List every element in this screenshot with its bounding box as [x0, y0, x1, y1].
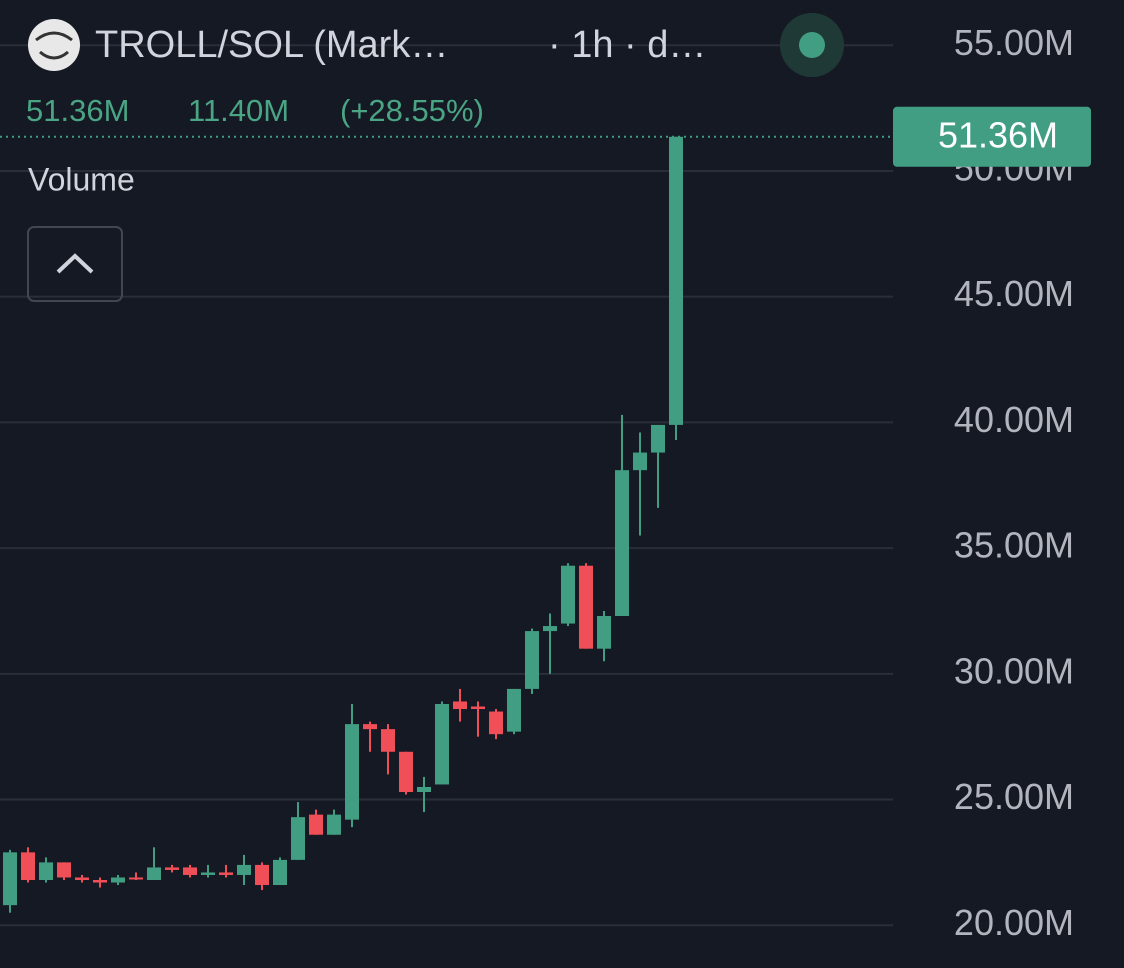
candle-body [633, 452, 647, 471]
candle-body [525, 631, 539, 689]
candle-body [381, 729, 395, 752]
candle-body [453, 701, 467, 710]
price-axis: 20.00M25.00M30.00M35.00M40.00M45.00M50.0… [0, 22, 1091, 943]
candle-body [507, 688, 521, 732]
chevron-icon [56, 253, 94, 274]
candle-body [255, 864, 269, 886]
candle-body [435, 704, 449, 785]
indicator-label: Volume [28, 161, 135, 197]
candle-body [165, 867, 179, 870]
candle-body [327, 814, 341, 835]
candle-body [183, 867, 197, 875]
candle-body [615, 470, 629, 616]
candle-body [561, 565, 575, 624]
candle-body [57, 862, 71, 878]
status-dot [799, 32, 825, 58]
header: TROLL/SOL (Mark… · 1h · d… 51.36M 11.40M… [26, 13, 844, 302]
collapse-button[interactable] [27, 226, 123, 302]
candles [3, 136, 683, 913]
candle-body [399, 751, 413, 792]
symbol-icon [28, 19, 80, 71]
candle-body [39, 862, 53, 880]
y-tick-label: 25.00M [954, 776, 1074, 817]
candle-body [489, 711, 503, 735]
candle-body [363, 724, 377, 730]
candle-body [579, 565, 593, 649]
candle-body [471, 706, 485, 710]
candle-body [111, 877, 125, 883]
last-value: 51.36M [26, 93, 129, 128]
symbol-title[interactable]: TROLL/SOL (Mark… [95, 24, 448, 66]
y-tick-label: 45.00M [954, 273, 1074, 314]
candle-body [129, 877, 143, 880]
y-tick-label: 40.00M [954, 399, 1074, 440]
candle-body [21, 852, 35, 880]
candle-body [417, 786, 431, 792]
candle-body [219, 872, 233, 875]
y-tick-label: 20.00M [954, 902, 1074, 943]
y-tick-label: 35.00M [954, 525, 1074, 566]
candle-body [597, 616, 611, 649]
last-price-label: 51.36M [938, 114, 1058, 155]
candle-body [201, 872, 215, 875]
change: 11.40M [188, 93, 289, 128]
candle-body [273, 859, 287, 886]
candle-body [543, 626, 557, 632]
candle-body [651, 424, 665, 453]
candle-body [3, 852, 17, 906]
grid [0, 44, 893, 927]
candle-body [309, 814, 323, 835]
candle-body [669, 136, 683, 425]
candle-body [237, 864, 251, 875]
change-percent: (+28.55%) [340, 93, 484, 128]
y-tick-label: 30.00M [954, 650, 1074, 691]
candle-body [345, 724, 359, 820]
last-price-box [893, 106, 1091, 167]
candle-body [147, 867, 161, 880]
candle-body [291, 817, 305, 860]
symbol-icon-face [35, 31, 73, 60]
candle-body [75, 877, 89, 880]
candle-body [93, 880, 107, 883]
y-tick-label: 55.00M [954, 22, 1074, 63]
interval[interactable]: · 1h · d… [548, 24, 706, 66]
